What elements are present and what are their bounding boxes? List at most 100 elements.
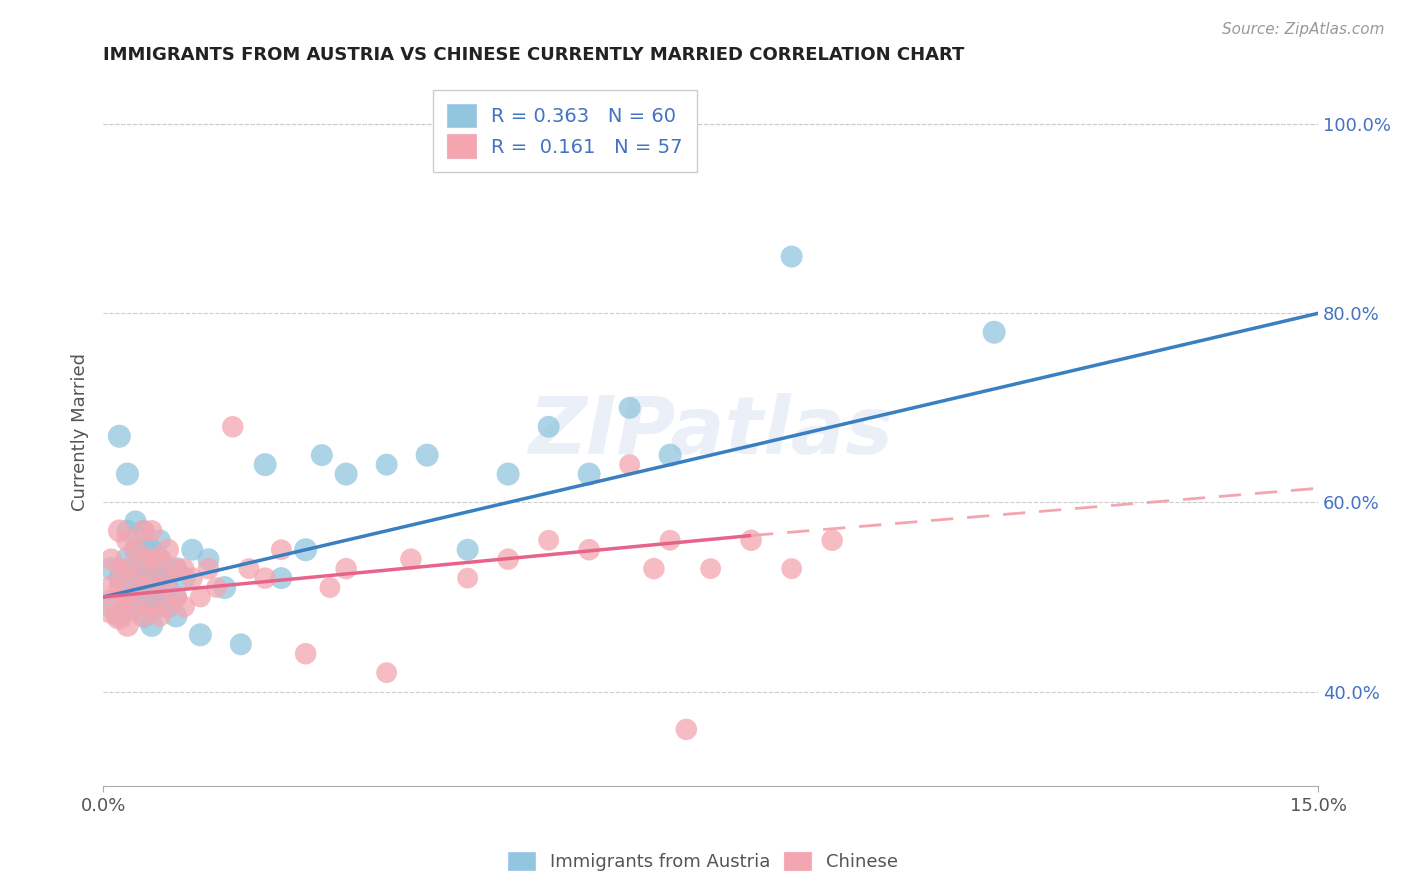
Text: ZIPatlas: ZIPatlas bbox=[529, 392, 893, 470]
Point bbox=[132, 542, 155, 557]
Point bbox=[100, 552, 122, 566]
Point bbox=[619, 458, 641, 472]
Point bbox=[821, 533, 844, 548]
Point bbox=[173, 571, 195, 585]
Point bbox=[659, 448, 682, 462]
Point bbox=[270, 542, 292, 557]
Point bbox=[100, 581, 122, 595]
Point bbox=[311, 448, 333, 462]
Point bbox=[141, 571, 163, 585]
Point bbox=[141, 599, 163, 614]
Point bbox=[124, 571, 146, 585]
Point bbox=[578, 467, 600, 481]
Point bbox=[141, 590, 163, 604]
Point bbox=[108, 561, 131, 575]
Point bbox=[132, 608, 155, 623]
Point bbox=[108, 524, 131, 538]
Point bbox=[457, 542, 479, 557]
Point bbox=[108, 608, 131, 623]
Point bbox=[132, 524, 155, 538]
Point bbox=[173, 599, 195, 614]
Point bbox=[188, 590, 211, 604]
Point bbox=[188, 628, 211, 642]
Point bbox=[496, 552, 519, 566]
Point bbox=[496, 467, 519, 481]
Point bbox=[132, 552, 155, 566]
Point bbox=[165, 608, 187, 623]
Point bbox=[740, 533, 762, 548]
Point bbox=[100, 561, 122, 575]
Point bbox=[149, 581, 172, 595]
Point bbox=[117, 467, 139, 481]
Point bbox=[117, 599, 139, 614]
Point bbox=[165, 561, 187, 575]
Point bbox=[141, 599, 163, 614]
Point bbox=[983, 325, 1005, 339]
Point bbox=[124, 561, 146, 575]
Legend: Immigrants from Austria, Chinese: Immigrants from Austria, Chinese bbox=[501, 845, 905, 879]
Point bbox=[294, 647, 316, 661]
Point bbox=[124, 514, 146, 528]
Point bbox=[117, 561, 139, 575]
Point bbox=[375, 458, 398, 472]
Point bbox=[294, 542, 316, 557]
Point bbox=[132, 590, 155, 604]
Point bbox=[100, 599, 122, 614]
Point bbox=[117, 533, 139, 548]
Point bbox=[229, 637, 252, 651]
Point bbox=[108, 581, 131, 595]
Point bbox=[100, 599, 122, 614]
Point bbox=[124, 542, 146, 557]
Point bbox=[124, 599, 146, 614]
Point bbox=[399, 552, 422, 566]
Point bbox=[165, 561, 187, 575]
Point bbox=[375, 665, 398, 680]
Point bbox=[117, 552, 139, 566]
Point bbox=[181, 542, 204, 557]
Point bbox=[132, 608, 155, 623]
Point bbox=[254, 458, 277, 472]
Point bbox=[156, 599, 179, 614]
Y-axis label: Currently Married: Currently Married bbox=[72, 352, 89, 510]
Point bbox=[149, 552, 172, 566]
Point bbox=[675, 723, 697, 737]
Point bbox=[254, 571, 277, 585]
Point bbox=[181, 571, 204, 585]
Point bbox=[156, 581, 179, 595]
Text: Source: ZipAtlas.com: Source: ZipAtlas.com bbox=[1222, 22, 1385, 37]
Point bbox=[117, 524, 139, 538]
Point bbox=[699, 561, 721, 575]
Point bbox=[537, 419, 560, 434]
Point bbox=[108, 608, 131, 623]
Point bbox=[132, 581, 155, 595]
Point bbox=[156, 599, 179, 614]
Point bbox=[108, 571, 131, 585]
Point bbox=[132, 571, 155, 585]
Point bbox=[108, 429, 131, 443]
Point bbox=[197, 552, 219, 566]
Point bbox=[173, 561, 195, 575]
Point bbox=[197, 561, 219, 575]
Point bbox=[457, 571, 479, 585]
Point bbox=[619, 401, 641, 415]
Point bbox=[214, 581, 236, 595]
Point bbox=[141, 561, 163, 575]
Point bbox=[335, 561, 357, 575]
Point bbox=[141, 581, 163, 595]
Point bbox=[335, 467, 357, 481]
Point bbox=[141, 524, 163, 538]
Point bbox=[238, 561, 260, 575]
Point bbox=[149, 533, 172, 548]
Point bbox=[132, 561, 155, 575]
Point bbox=[141, 552, 163, 566]
Point bbox=[537, 533, 560, 548]
Point bbox=[124, 599, 146, 614]
Point bbox=[149, 552, 172, 566]
Point bbox=[124, 581, 146, 595]
Point bbox=[124, 542, 146, 557]
Point bbox=[780, 561, 803, 575]
Point bbox=[149, 571, 172, 585]
Point bbox=[149, 581, 172, 595]
Point bbox=[149, 599, 172, 614]
Point bbox=[270, 571, 292, 585]
